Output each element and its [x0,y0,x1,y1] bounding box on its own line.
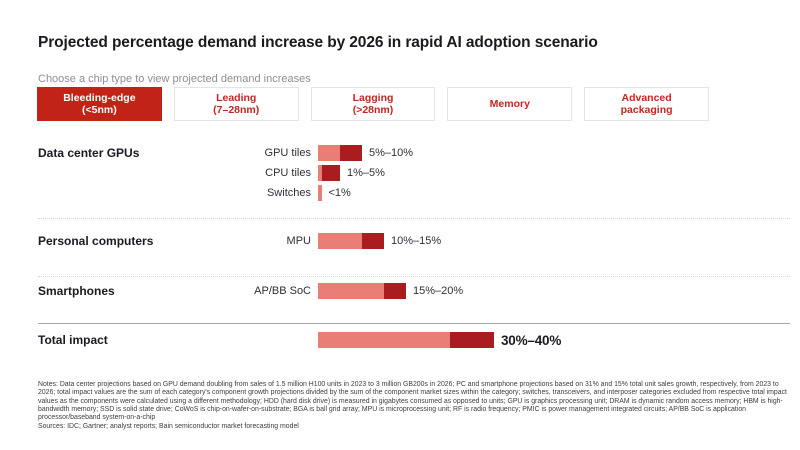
value-label: 30%–40% [501,332,562,348]
notes-text: Notes: Data center projections based on … [38,381,787,422]
range-max-segment [362,233,384,249]
chart-group-total-impact: Total impact 30%–40% [38,323,790,383]
category-label: Smartphones [38,284,115,298]
component-label: GPU tiles [264,147,311,159]
demand-range-bar [318,283,406,299]
demand-range-bar [318,165,340,181]
tab-sublabel: (7–28nm) [213,104,260,116]
range-min-segment [318,185,322,201]
range-max-segment [340,145,362,161]
category-label: Total impact [38,333,108,347]
category-bars: MPU 10%–15% [203,233,790,276]
tab-lagging-28nm[interactable]: Lagging (>28nm) [310,87,436,121]
bar-row-ap-bb-soc: AP/BB SoC 15%–20% [203,283,790,299]
range-min-segment [318,145,340,161]
range-min-segment [318,332,450,348]
tab-sublabel: (<5nm) [82,104,117,116]
bar-row-mpu: MPU 10%–15% [203,233,790,249]
tab-sublabel: (>28nm) [352,104,394,116]
sources-text: Sources: IDC; Gartner; analyst reports; … [38,423,299,431]
tab-leading-7-28nm[interactable]: Leading (7–28nm) [173,87,299,121]
chip-type-tabs: Bleeding-edge (<5nm) Leading (7–28nm) Laggin… [37,87,709,121]
value-label: 10%–15% [391,235,442,247]
chart-subtitle: Choose a chip type to view projected dem… [38,73,311,85]
tab-advanced-packaging[interactable]: Advanced packaging [584,87,709,121]
tab-memory[interactable]: Memory [447,87,573,121]
chart-group-personal-computers: Personal computers MPU 10%–15% [38,218,790,276]
value-label: 1%–5% [346,167,385,179]
category-label: Data center GPUs [38,146,140,160]
range-min-segment [318,283,384,299]
tab-label: Lagging [352,91,394,104]
component-label: CPU tiles [265,167,311,179]
demand-range-bar [318,145,362,161]
category-bars: GPU tiles 5%–10% CPU tiles 1%–5% Switches <1% [203,145,790,218]
component-label: MPU [286,235,311,247]
component-label: AP/BB SoC [254,285,311,297]
category-bars: 30%–40% [203,332,790,383]
demand-range-bar [318,233,384,249]
range-min-segment [318,233,362,249]
demand-range-bar [318,185,322,201]
category-label: Personal computers [38,234,154,248]
bar-row-cpu-tiles: CPU tiles 1%–5% [203,165,790,181]
range-max-segment [384,283,406,299]
chart-area: Data center GPUs GPU tiles 5%–10% CPU tiles… [38,140,790,383]
tab-label: Leading [216,91,257,104]
demand-range-bar [318,332,494,348]
chart-group-data-center-gpus: Data center GPUs GPU tiles 5%–10% CPU tiles… [38,140,790,218]
range-max-segment [322,165,340,181]
chart-footer: Notes: Data center projections based on … [38,381,790,432]
category-bars: AP/BB SoC 15%–20% [203,283,790,323]
range-min-segment [318,165,323,181]
bar-row-total-impact: 30%–40% [203,332,790,348]
bar-row-gpu-tiles: GPU tiles 5%–10% [203,145,790,161]
tab-label: Memory [489,97,530,110]
value-label: <1% [328,187,351,199]
tab-label: Bleeding-edge [63,91,136,104]
page-title: Projected percentage demand increase by … [38,34,598,52]
component-label: Switches [266,187,311,199]
value-label: 15%–20% [413,285,464,297]
range-max-segment [450,332,494,348]
bar-row-switches: Switches <1% [203,185,790,201]
tab-sublabel: packaging [620,104,673,116]
tab-bleeding-edge-5nm[interactable]: Bleeding-edge (<5nm) [37,87,162,121]
tab-label: Advanced [621,91,672,104]
chart-group-smartphones: Smartphones AP/BB SoC 15%–20% [38,276,790,323]
value-label: 5%–10% [369,147,414,159]
